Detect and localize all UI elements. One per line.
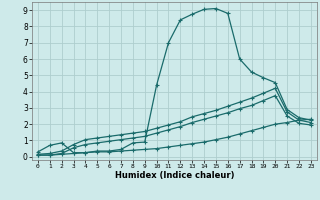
X-axis label: Humidex (Indice chaleur): Humidex (Indice chaleur) [115,171,234,180]
